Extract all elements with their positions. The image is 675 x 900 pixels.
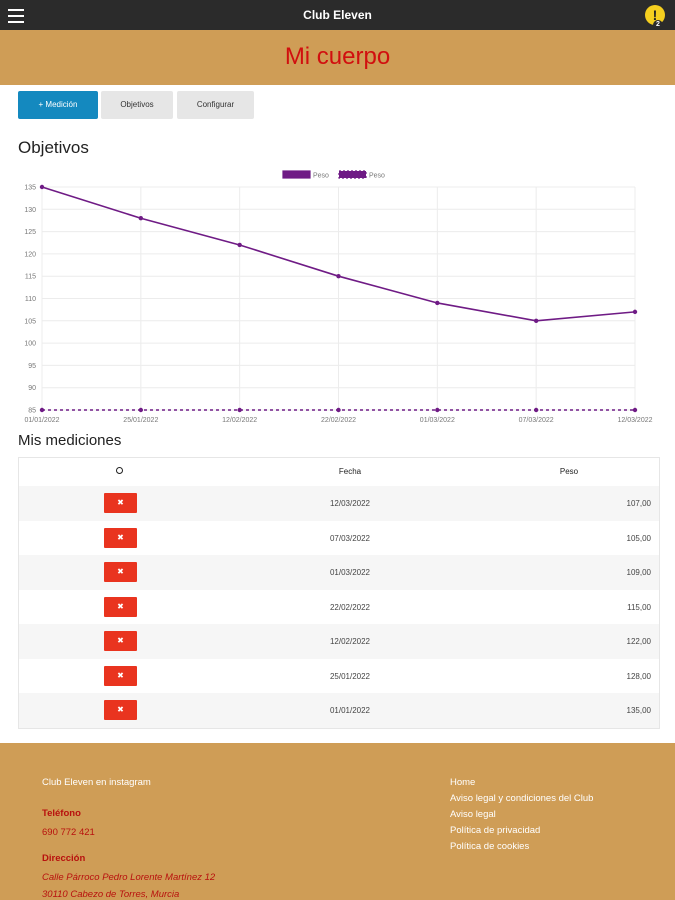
row-peso: 107,00 [626,499,651,508]
data-point [533,407,539,413]
y-tick-label: 105 [24,318,36,325]
menu-icon[interactable] [6,5,26,25]
legend-swatch [338,170,367,179]
tab-objetivos[interactable]: Objetivos [101,91,173,119]
table-row: ✖ 01/03/2022 109,00 [19,555,659,590]
y-tick-label: 110 [25,296,36,303]
data-point [138,407,144,413]
data-point [237,242,242,248]
y-tick-label: 135 [24,185,36,192]
alert-count-badge: 2 [653,20,663,30]
y-tick-label: 85 [28,408,36,415]
table-row: ✖ 22/02/2022 115,00 [19,590,659,625]
x-tick-label: 12/03/2022 [617,417,652,424]
row-fecha: 12/03/2022 [329,499,371,508]
x-tick-label: 01/03/2022 [420,417,455,424]
footer-link-legal[interactable]: Aviso legal [450,809,496,820]
x-tick-label: 07/03/2022 [519,417,554,424]
peso-header: Peso [559,467,579,476]
tab-add-measurement[interactable]: + Medición [18,91,98,119]
data-point [435,300,440,306]
x-tick-label: 12/02/2022 [222,417,257,424]
y-tick-label: 95 [28,363,36,370]
tab-configurar[interactable]: Configurar [177,91,254,119]
page-banner: Mi cuerpo [0,30,675,85]
top-bar: Club Eleven ! 2 [0,0,675,30]
row-fecha: 22/02/2022 [329,602,371,612]
delete-button[interactable]: ✖ [104,631,137,651]
legend-label: Peso [313,173,329,180]
footer-link-privacy[interactable]: Política de privacidad [450,825,541,836]
row-peso: 128,00 [626,671,651,681]
instagram-link[interactable]: Club Eleven en instagram [42,777,151,788]
legend-label: Peso [369,173,385,180]
data-point [632,407,638,413]
y-tick-label: 115 [25,274,36,281]
delete-button[interactable]: ✖ [104,596,137,617]
y-tick-label: 130 [24,207,36,214]
table-row: ✖ 12/02/2022 122,00 [19,624,659,659]
fecha-header: Fecha [338,467,362,476]
table-header: Fecha Peso [19,458,659,486]
data-point [533,318,539,323]
weight-chart: 85 90 95 100 105 110 115 120 125 130 135 01/01/2022… [24,170,653,424]
y-tick-label: 90 [28,385,36,392]
delete-button[interactable]: ✖ [104,493,137,513]
address-line1: Calle Párroco Pedro Lorente Martínez 12 [42,872,216,883]
x-tick-label: 01/01/2022 [24,417,59,424]
data-point [336,274,341,279]
row-peso: 135,00 [626,706,651,715]
page-title: Mi cuerpo [284,43,391,70]
table-row: ✖ 25/01/2022 128,00 [19,659,659,694]
delete-button[interactable]: ✖ [104,700,137,720]
address-line2: 30110 Cabezo de Torres, Murcia [42,889,180,900]
app-title: Club Eleven [303,8,372,22]
delete-button[interactable]: ✖ [104,562,137,582]
table-row: ✖ 01/01/2022 135,00 [19,693,659,728]
footer-link-cookies[interactable]: Política de cookies [450,841,530,852]
data-point [632,309,638,315]
phone-label: Teléfono [42,808,81,819]
delete-button[interactable]: ✖ [104,665,137,686]
row-peso: 109,00 [626,568,651,577]
footer-link-club-terms[interactable]: Aviso legal y condiciones del Club [450,793,594,804]
x-tick-label: 25/01/2022 [123,417,158,424]
delete-button[interactable]: ✖ [104,527,137,548]
row-peso: 122,00 [626,637,651,646]
footer: Club Eleven en instagram Teléfono 690 77… [0,743,675,900]
measurements-table: Fecha Peso ✖ 12/03/2022 107,00 ✖ 07/03/2022 1… [18,457,660,729]
row-peso: 105,00 [626,533,651,543]
data-point [39,184,45,190]
row-fecha: 12/02/2022 [329,637,371,646]
x-tick-label: 22/02/2022 [321,417,356,424]
row-peso: 115,00 [627,602,651,612]
alert-icon[interactable]: ! 2 [645,5,665,30]
table-row: ✖ 12/03/2022 107,00 [19,486,659,521]
address-label: Dirección [42,853,86,864]
data-point [336,407,341,413]
data-point [435,407,440,413]
mediciones-heading: Mis mediciones [18,432,122,449]
y-tick-label: 125 [24,229,36,236]
row-fecha: 01/01/2022 [329,706,371,715]
settings-header-icon [19,467,219,476]
row-fecha: 25/01/2022 [329,671,371,681]
legend-swatch [282,170,311,179]
table-row: ✖ 07/03/2022 105,00 [19,521,659,556]
y-tick-label: 120 [24,251,36,258]
row-fecha: 07/03/2022 [329,533,371,543]
footer-link-home[interactable]: Home [450,777,476,788]
data-point [39,407,45,413]
phone-value[interactable]: 690 772 421 [42,827,95,838]
data-point [237,407,242,413]
row-fecha: 01/03/2022 [329,568,371,577]
y-tick-label: 100 [24,341,36,348]
objetivos-heading: Objetivos [18,138,89,157]
data-point [138,216,144,221]
